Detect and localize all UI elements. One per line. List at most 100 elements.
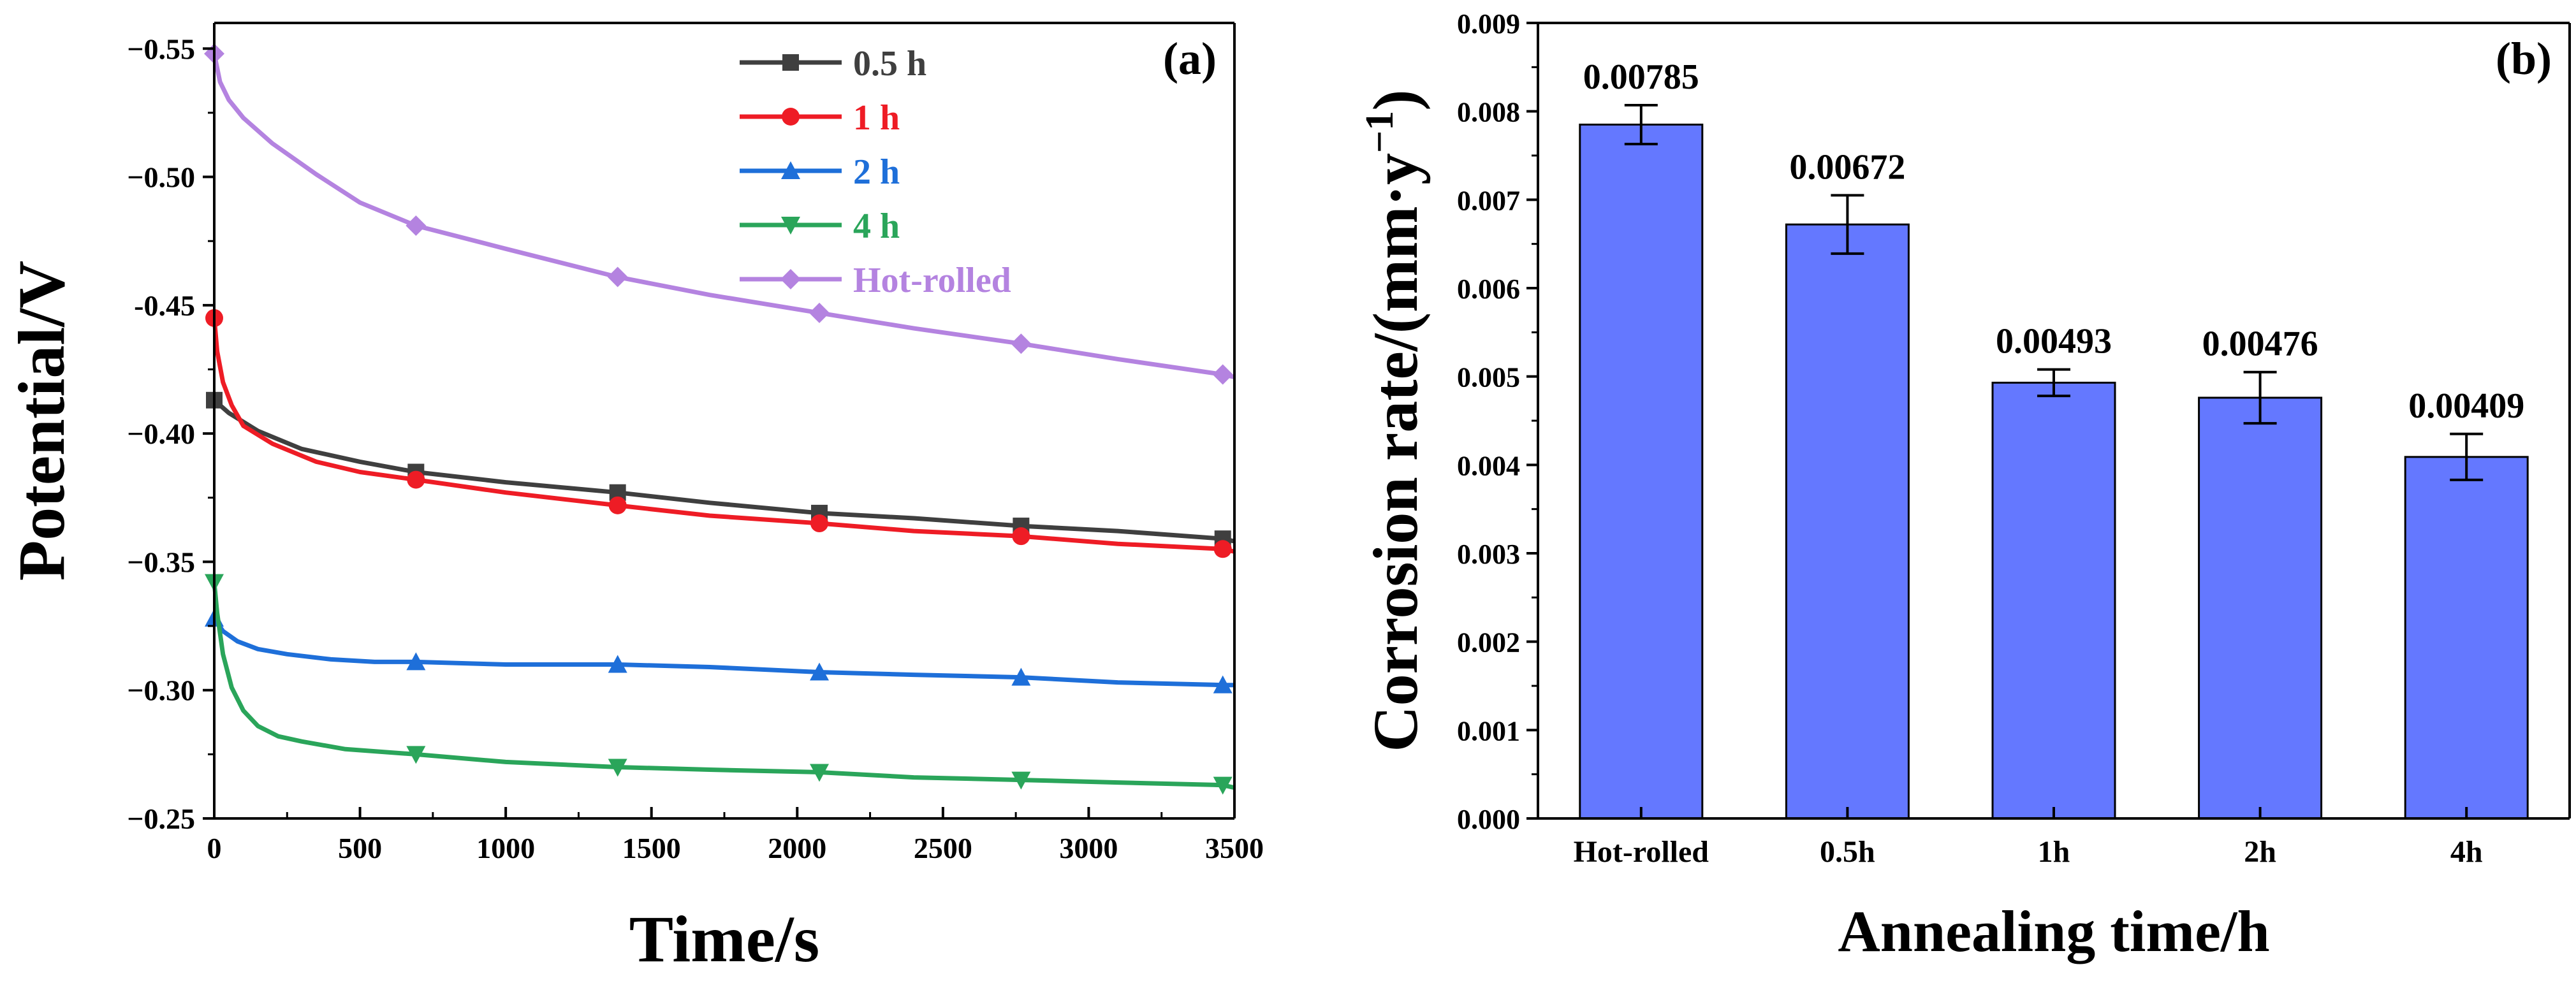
x-tick-label: 3500 <box>1205 832 1264 864</box>
series-hot-rolled <box>204 43 1235 385</box>
series-line <box>212 398 1235 544</box>
data-point <box>1011 333 1032 354</box>
panel-label: (b) <box>2496 33 2552 84</box>
y-tick-label: −0.25 <box>127 803 195 835</box>
y-axis-title-close: ) <box>1360 89 1431 110</box>
error-bar <box>2450 432 2484 481</box>
series-line <box>212 53 1235 380</box>
bar <box>2198 396 2323 820</box>
data-point <box>1213 540 1232 558</box>
y-axis-title: Potential/V <box>5 261 78 581</box>
data-point <box>608 759 627 777</box>
data-point <box>1213 675 1233 694</box>
value-label: 0.00672 <box>1789 147 1905 187</box>
legend-label: 4 h <box>853 207 900 246</box>
panel-label: (a) <box>1163 33 1217 84</box>
legend-item: 4 h <box>740 207 900 246</box>
data-point <box>810 514 829 533</box>
x-tick-label: 0 <box>207 832 222 864</box>
legend-item: Hot-rolled <box>740 261 1011 300</box>
series-line <box>212 582 1235 790</box>
y-tick-label: 0.007 <box>1457 185 1520 216</box>
data-point <box>1011 667 1031 686</box>
category-label: 0.5h <box>1820 835 1875 869</box>
x-tick-label: 3000 <box>1059 832 1118 864</box>
panel-b-corrosion-rate-chart: 0.00785 Hot-rolled 0.00672 0.5h 0.00493 1h 0.0… <box>1358 8 2571 964</box>
y-tick-label: −0.40 <box>127 418 195 450</box>
y-tick-label: 0.001 <box>1457 715 1520 746</box>
legend-label: 0.5 h <box>853 44 926 84</box>
series-1-h <box>205 309 1235 558</box>
legend-label: 2 h <box>853 152 900 192</box>
legend-item: 1 h <box>740 98 900 138</box>
value-label: 0.00493 <box>1996 322 2112 361</box>
x-axis-title: Annealing time/h <box>1838 899 2269 964</box>
legend-marker <box>782 108 800 126</box>
series-4-h <box>205 574 1235 795</box>
y-tick-label: 0.006 <box>1457 273 1520 305</box>
y-tick-label: 0.005 <box>1457 362 1520 393</box>
series-line <box>212 317 1235 554</box>
x-tick-label: 1500 <box>622 832 681 864</box>
data-point <box>1012 527 1030 546</box>
data-point <box>1011 771 1031 790</box>
data-point <box>407 470 425 489</box>
y-tick-label: −0.30 <box>127 674 195 707</box>
category-label: 1h <box>2038 835 2070 869</box>
x-tick-label: 2000 <box>768 832 826 864</box>
data-point <box>1212 364 1233 385</box>
data-point <box>810 662 830 681</box>
y-tick-label: −0.35 <box>127 546 195 578</box>
x-tick-label: 1000 <box>476 832 535 864</box>
legend-marker <box>781 217 800 235</box>
legend-marker <box>782 54 799 71</box>
panel-a-potential-chart: 0 500 1000 1500 2000 2500 3000 3500 −0.25 −0.30 −0… <box>5 22 1264 976</box>
x-tick-label: 2500 <box>914 832 972 864</box>
bar <box>1785 223 1910 820</box>
bar <box>1991 381 2116 820</box>
legend-item: 2 h <box>740 152 900 192</box>
legend-label: 1 h <box>853 98 900 138</box>
series-0-5-h <box>206 391 1235 548</box>
legend: 0.5 h 1 h 2 h 4 h Hot-rolled <box>740 44 1011 300</box>
error-bar <box>2037 368 2070 398</box>
value-label: 0.00476 <box>2202 324 2318 364</box>
legend-item: 0.5 h <box>740 44 926 84</box>
legend-label: Hot-rolled <box>853 261 1011 300</box>
data-point <box>608 655 627 673</box>
x-axis-title: Time/s <box>629 903 820 976</box>
data-point <box>608 496 627 514</box>
y-tick-label: 0.000 <box>1457 804 1520 835</box>
bar <box>1579 123 1704 820</box>
category-label: Hot-rolled <box>1574 835 1709 869</box>
data-point <box>1213 776 1233 795</box>
series-line <box>212 617 1234 688</box>
data-point <box>406 215 427 236</box>
error-bar <box>1624 103 1658 145</box>
error-bar <box>2243 370 2277 425</box>
data-point <box>810 764 830 782</box>
category-label: 4h <box>2450 835 2483 869</box>
data-point <box>406 746 426 764</box>
y-tick-label: 0.002 <box>1457 627 1520 658</box>
y-tick-label: −0.50 <box>127 161 195 194</box>
value-label: 0.00785 <box>1583 57 1699 97</box>
bar <box>2404 456 2529 820</box>
y-axis-title: Corrosion rate/(mm·y−1) <box>1358 89 1431 752</box>
y-tick-label: 0.004 <box>1457 450 1520 481</box>
legend-marker <box>781 161 800 179</box>
y-tick-label: 0.003 <box>1457 539 1520 570</box>
x-tick-label: 500 <box>338 832 382 864</box>
y-tick-label: 0.009 <box>1457 8 1520 40</box>
error-bar <box>1831 194 1864 255</box>
y-tick-label: −0.55 <box>127 33 195 65</box>
y-axis-title-superscript: −1 <box>1358 111 1401 153</box>
data-point <box>607 266 628 287</box>
y-axis-title-main: Corrosion rate/(mm·y <box>1360 153 1431 752</box>
y-tick-label: -0.45 <box>134 289 195 322</box>
data-point <box>809 302 830 323</box>
legend-marker <box>780 269 801 289</box>
category-label: 2h <box>2244 835 2276 869</box>
y-tick-label: 0.008 <box>1457 97 1520 128</box>
